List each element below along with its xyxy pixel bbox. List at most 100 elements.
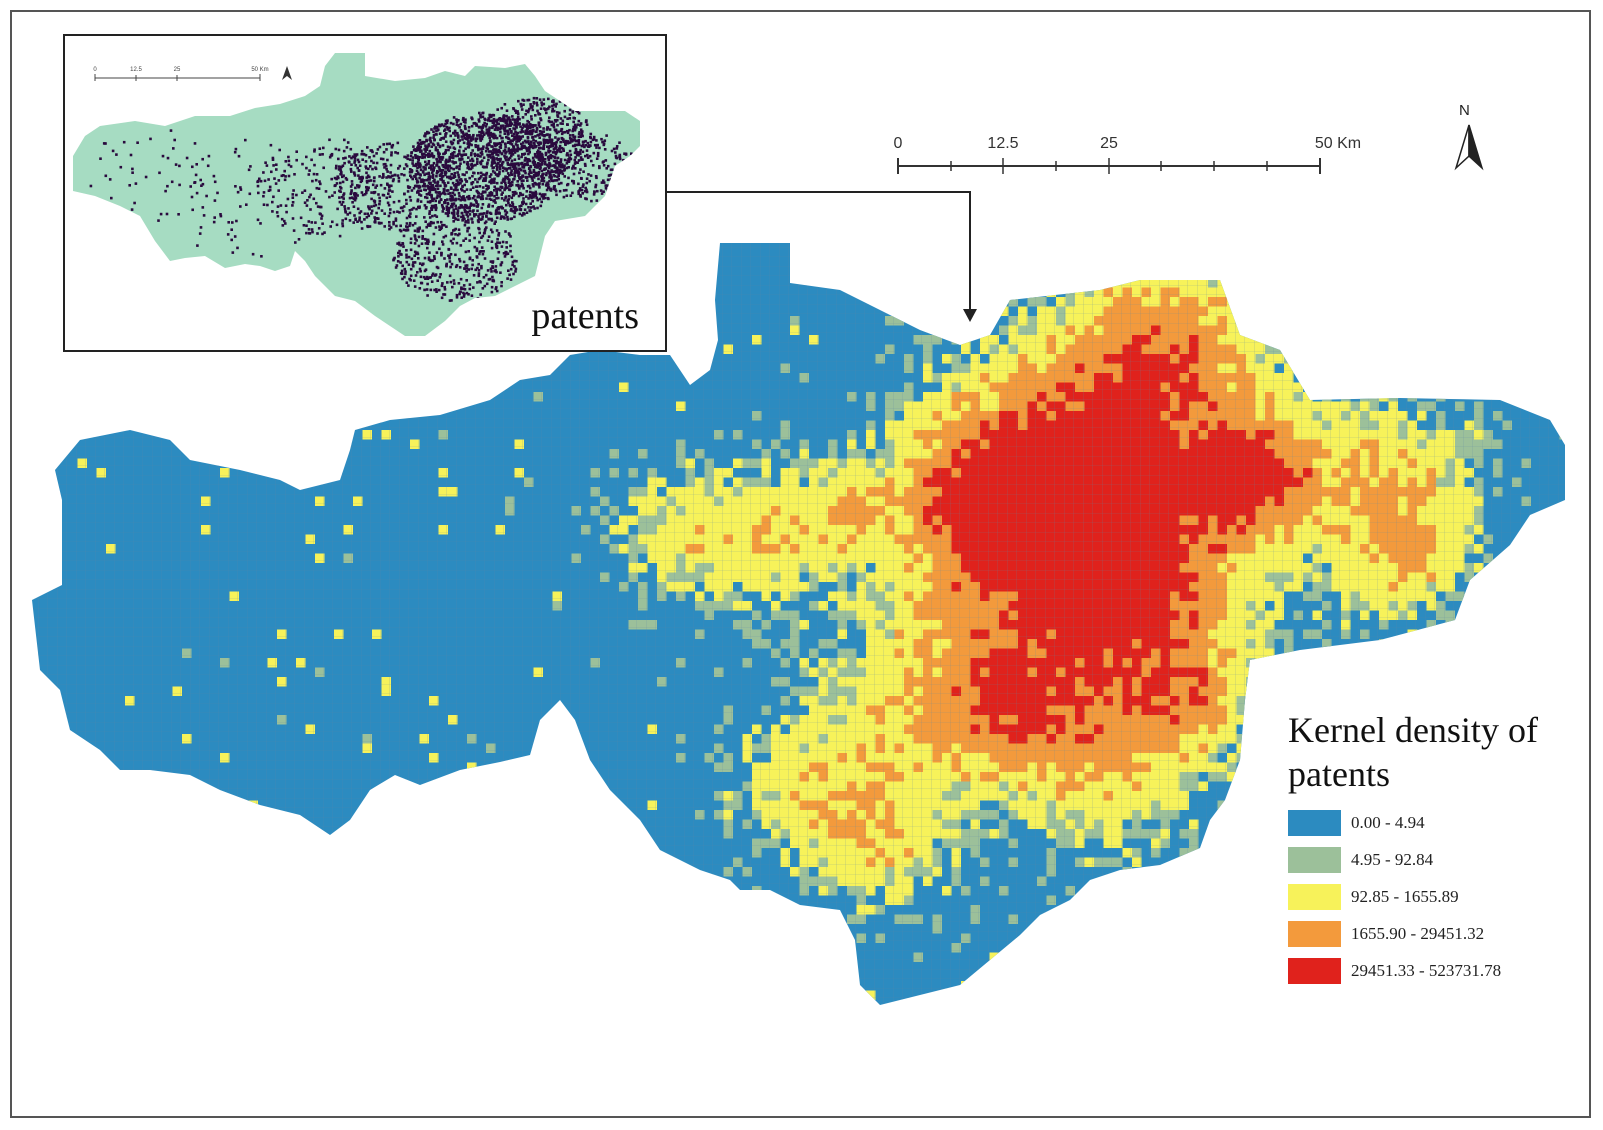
inset-point <box>510 154 513 158</box>
inset-point <box>523 139 527 143</box>
inset-point <box>524 156 527 160</box>
density-cell <box>1464 373 1474 383</box>
inset-point <box>477 195 480 198</box>
density-cell <box>951 306 961 316</box>
density-cell <box>134 772 144 782</box>
inset-point <box>512 149 516 152</box>
inset-point <box>519 191 522 195</box>
density-cell <box>277 895 287 905</box>
inset-point <box>469 167 473 171</box>
inset-point <box>452 122 455 126</box>
inset-point <box>463 126 467 130</box>
inset-point <box>445 121 449 125</box>
inset-point <box>520 182 524 186</box>
inset-point <box>436 184 439 188</box>
inset-point <box>496 118 499 122</box>
inset-point <box>548 163 552 166</box>
inset-point <box>500 162 504 166</box>
inset-point <box>428 176 432 179</box>
inset-point <box>431 176 435 179</box>
leader-arrow-icon <box>667 191 977 322</box>
density-cell <box>1046 259 1056 269</box>
inset-point <box>537 143 541 146</box>
inset-point <box>477 217 481 221</box>
inset-point <box>421 180 424 183</box>
density-cell <box>1331 306 1341 316</box>
inset-point <box>439 198 443 201</box>
density-cell <box>837 924 847 934</box>
inset-point <box>423 152 426 156</box>
density-cell <box>1255 715 1265 725</box>
inset-point <box>442 207 445 210</box>
density-cell <box>1122 249 1132 259</box>
inset-point <box>504 152 507 155</box>
density-cell <box>1160 249 1170 259</box>
inset-point <box>517 174 520 177</box>
density-cell <box>1198 268 1208 278</box>
inset-point <box>499 119 502 122</box>
density-cell <box>1274 667 1284 677</box>
inset-point <box>541 193 545 197</box>
density-cell <box>1246 762 1256 772</box>
density-cell <box>1521 534 1531 544</box>
density-cell <box>106 990 116 1000</box>
inset-point <box>454 134 457 137</box>
density-cell <box>1236 259 1246 269</box>
inset-point <box>429 136 432 140</box>
density-cell <box>1255 734 1265 744</box>
inset-point <box>495 190 498 194</box>
density-cell <box>1198 259 1208 269</box>
inset-point <box>542 143 546 147</box>
inset-point <box>447 148 450 152</box>
density-cell <box>229 458 239 468</box>
density-cell <box>1255 686 1265 696</box>
inset-point <box>488 136 491 139</box>
inset-point <box>532 194 535 197</box>
inset-map: 0 12.5 25 50 Km patents <box>63 34 667 352</box>
inset-point <box>521 193 525 197</box>
inset-point <box>437 160 441 163</box>
density-cell <box>1265 316 1275 326</box>
density-cell <box>1350 373 1360 383</box>
inset-point <box>452 167 455 171</box>
inset-point <box>462 120 466 123</box>
density-cell <box>1046 952 1056 962</box>
density-cell <box>1236 791 1246 801</box>
density-cell <box>286 401 296 411</box>
density-cell <box>1151 259 1161 269</box>
density-cell <box>1094 268 1104 278</box>
density-cell <box>1265 677 1275 687</box>
inset-point <box>467 144 470 147</box>
inset-point <box>436 180 440 184</box>
inset-point <box>479 218 483 221</box>
inset-point <box>458 167 461 171</box>
inset-point <box>484 176 488 179</box>
inset-point <box>445 208 449 212</box>
inset-point <box>431 171 434 174</box>
density-cell <box>1293 306 1303 316</box>
density-cell <box>1255 287 1265 297</box>
density-cell <box>1255 667 1265 677</box>
density-cell <box>286 363 296 373</box>
inset-point <box>528 169 532 172</box>
density-cell <box>1255 781 1265 791</box>
density-cell <box>1350 382 1360 392</box>
density-cell <box>324 867 334 877</box>
density-cell <box>1398 990 1408 1000</box>
density-cell <box>1236 316 1246 326</box>
density-cell <box>476 962 486 972</box>
inset-point <box>425 178 428 182</box>
density-cell <box>913 268 923 278</box>
inset-point <box>451 203 454 207</box>
inset-point <box>411 162 414 165</box>
inset-point <box>481 173 485 176</box>
inset-point <box>506 141 510 144</box>
inset-point <box>526 179 529 182</box>
inset-point <box>513 151 517 154</box>
inset-point <box>457 176 461 179</box>
inset-point <box>480 192 483 196</box>
inset-point <box>461 198 464 201</box>
inset-point <box>512 178 515 181</box>
density-cell <box>1417 629 1427 639</box>
inset-point <box>487 158 490 162</box>
